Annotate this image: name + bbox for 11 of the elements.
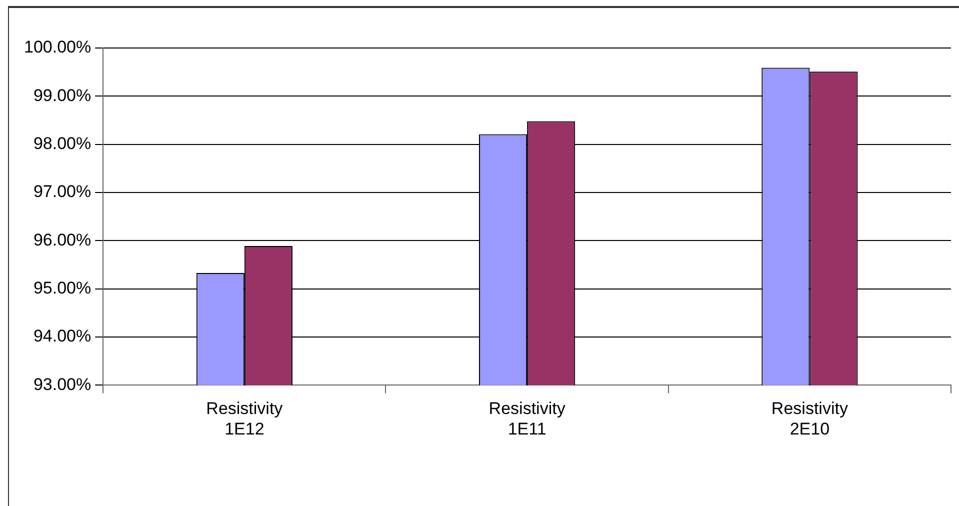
y-tick-label: 93.00% bbox=[33, 374, 92, 394]
y-tick-label: 99.00% bbox=[33, 86, 92, 105]
y-tick-label: 94.00% bbox=[33, 326, 92, 346]
y-tick-label: 95.00% bbox=[33, 278, 92, 298]
y-tick-label: 100.00% bbox=[24, 38, 92, 57]
y-tick-label: 97.00% bbox=[33, 182, 92, 202]
x-tick-label: Resistivity 1E11 bbox=[488, 399, 566, 438]
y-tick-label: 98.00% bbox=[33, 134, 92, 154]
x-tick-label: Resistivity 1E12 bbox=[206, 399, 284, 438]
y-tick-label: 96.00% bbox=[33, 230, 92, 250]
x-tick-label: Resistivity 2E10 bbox=[771, 399, 848, 438]
